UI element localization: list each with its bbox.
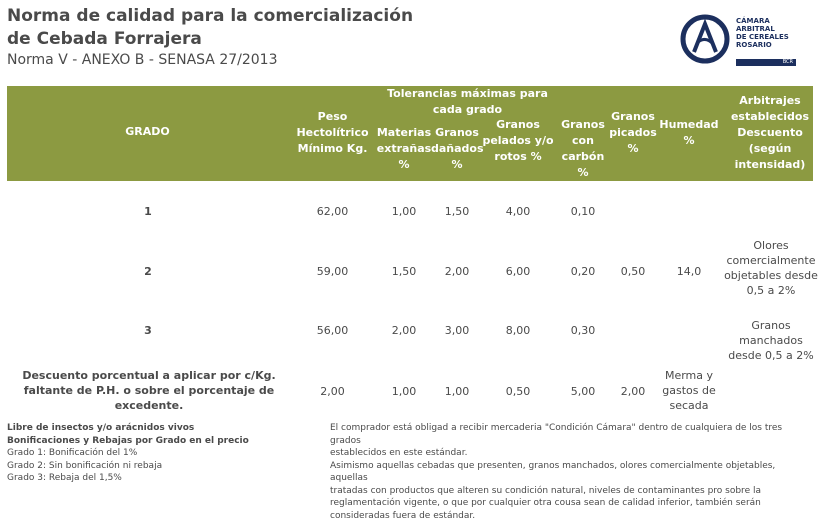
cell-materias: 1,50 bbox=[374, 264, 434, 279]
col-header-peso: Peso Hectolítrico Mínimo Kg. bbox=[295, 109, 370, 157]
col-header-arbitrajes: Arbitrajes establecidos Descuento (según… bbox=[726, 93, 814, 173]
cell-humedad: 14,0 bbox=[658, 264, 720, 279]
title-line-1: Norma de calidad para la comercializació… bbox=[7, 5, 413, 28]
title-line-2: de Cebada Forrajera bbox=[7, 28, 413, 51]
cell-danados: 1,00 bbox=[431, 384, 483, 399]
footer-text: El comprador está obligad a recibir merc… bbox=[330, 422, 815, 447]
col-header-carbon: Granos con carbón % bbox=[556, 117, 610, 181]
footer-text: reglamentación vigente, o que por cualqu… bbox=[330, 497, 815, 510]
cell-picados: 0,50 bbox=[607, 264, 659, 279]
logo-line: ROSARIO bbox=[736, 41, 789, 49]
footer-note: Grado 3: Rebaja del 1,5% bbox=[7, 472, 249, 485]
page-title: Norma de calidad para la comercializació… bbox=[7, 5, 413, 51]
cell-carbon: 0,20 bbox=[556, 264, 610, 279]
cell-peso: 56,00 bbox=[300, 323, 365, 338]
col-header-humedad: Humedad % bbox=[658, 117, 720, 149]
footer-right: El comprador está obligad a recibir merc… bbox=[330, 422, 815, 522]
cell-arbitrajes: Olores comercialmente objetables desde 0… bbox=[724, 238, 818, 298]
cell-materias: 1,00 bbox=[374, 384, 434, 399]
footer-note: Bonificaciones y Rebajas por Grado en el… bbox=[7, 435, 249, 448]
cell-danados: 2,00 bbox=[431, 264, 483, 279]
col-header-grado: GRADO bbox=[105, 124, 190, 140]
cell-materias: 1,00 bbox=[374, 204, 434, 219]
footer-text: Asimismo aquellas cebadas que presenten,… bbox=[330, 460, 815, 485]
cell-pelados: 4,00 bbox=[480, 204, 556, 219]
logo-line: CÁMARA bbox=[736, 17, 789, 25]
bcr-emblem-icon bbox=[680, 14, 730, 64]
cell-pelados: 0,50 bbox=[480, 384, 556, 399]
cell-materias: 2,00 bbox=[374, 323, 434, 338]
cell-pelados: 8,00 bbox=[480, 323, 556, 338]
logo-line: ARBITRAL bbox=[736, 25, 789, 33]
footer-note: Grado 2: Sin bonificación ni rebaja bbox=[7, 460, 249, 473]
logo-text: CÁMARA ARBITRAL DE CEREALES ROSARIO bbox=[736, 17, 789, 49]
col-header-pelados: Granos pelados y/o rotos % bbox=[480, 117, 556, 165]
footer-note: Grado 1: Bonificación del 1% bbox=[7, 447, 249, 460]
cell-grado: 3 bbox=[128, 323, 168, 338]
logo-line: DE CEREALES bbox=[736, 33, 789, 41]
cell-arbitrajes: Granos manchados desde 0,5 a 2% bbox=[724, 318, 818, 363]
cell-carbon: 0,30 bbox=[556, 323, 610, 338]
cell-peso: 59,00 bbox=[300, 264, 365, 279]
col-header-tolerancias: Tolerancias máximas para cada grado bbox=[380, 86, 555, 118]
page-subtitle: Norma V - ANEXO B - SENASA 27/2013 bbox=[7, 52, 277, 68]
footer-text: establecidos en este estándar. bbox=[330, 447, 815, 460]
footer-note: Libre de insectos y/o arácnidos vivos bbox=[7, 422, 249, 435]
cell-grado: 1 bbox=[128, 204, 168, 219]
cell-danados: 3,00 bbox=[431, 323, 483, 338]
footer-text: consideradas fuera de estándar. bbox=[330, 510, 815, 522]
cell-carbon: 0,10 bbox=[556, 204, 610, 219]
cell-picados: 2,00 bbox=[607, 384, 659, 399]
descuento-label: Descuento porcentual a aplicar por c/Kg.… bbox=[20, 368, 278, 413]
footer-text: tratadas con productos que alteren su co… bbox=[330, 485, 815, 498]
logo-bar: BCR bbox=[736, 59, 796, 66]
col-header-danados: Granos dañados % bbox=[431, 125, 483, 173]
col-header-materias: Materias extrañas % bbox=[374, 125, 434, 173]
footer-left: Libre de insectos y/o arácnidos vivos Bo… bbox=[7, 422, 249, 485]
cell-peso: 2,00 bbox=[300, 384, 365, 399]
cell-humedad: Merma y gastos de secada bbox=[656, 368, 722, 413]
cell-pelados: 6,00 bbox=[480, 264, 556, 279]
bcr-logo: CÁMARA ARBITRAL DE CEREALES ROSARIO BCR bbox=[680, 12, 810, 72]
cell-carbon: 5,00 bbox=[556, 384, 610, 399]
cell-danados: 1,50 bbox=[431, 204, 483, 219]
cell-grado: 2 bbox=[128, 264, 168, 279]
col-header-picados: Granos picados % bbox=[607, 109, 659, 157]
cell-peso: 62,00 bbox=[300, 204, 365, 219]
